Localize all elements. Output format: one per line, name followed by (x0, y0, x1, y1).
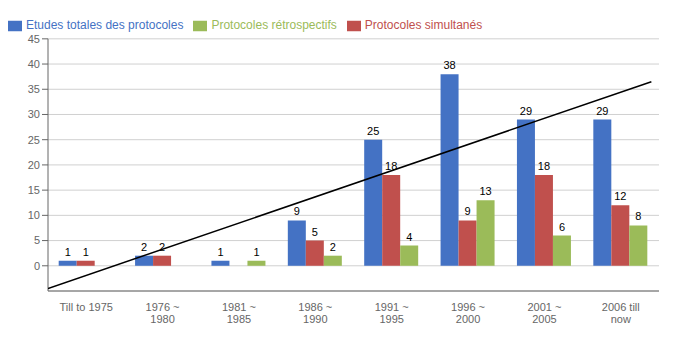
svg-text:10: 10 (28, 209, 40, 221)
svg-text:1996 ~2000: 1996 ~2000 (451, 301, 485, 326)
svg-text:18: 18 (538, 160, 550, 172)
svg-text:1986 ~1990: 1986 ~1990 (298, 301, 332, 326)
svg-text:25: 25 (367, 125, 379, 137)
svg-text:15: 15 (28, 184, 40, 196)
html-text:Protocoles simultanés: Protocoles simultanés (364, 18, 483, 32)
svg-text:1: 1 (83, 246, 89, 258)
svg-text:1976 ~1980: 1976 ~1980 (146, 301, 180, 326)
svg-text:20: 20 (28, 159, 40, 171)
svg-text:30: 30 (28, 108, 40, 120)
svg-text:12: 12 (614, 190, 626, 202)
svg-text:2001 ~2005: 2001 ~2005 (527, 301, 561, 326)
svg-text:2006 tillnow: 2006 tillnow (602, 301, 640, 326)
svg-text:9: 9 (294, 205, 300, 217)
svg-text:2: 2 (159, 241, 165, 253)
html-text:Etudes totales des protocoles: Etudes totales des protocoles (26, 18, 184, 32)
svg-text:13: 13 (479, 185, 491, 197)
svg-text:25: 25 (28, 134, 40, 146)
svg-text:0: 0 (34, 260, 40, 272)
svg-text:1: 1 (253, 246, 259, 258)
svg-text:2: 2 (141, 241, 147, 253)
svg-text:29: 29 (520, 105, 532, 117)
svg-text:1: 1 (217, 246, 223, 258)
svg-text:29: 29 (596, 105, 608, 117)
svg-text:1: 1 (65, 246, 71, 258)
svg-text:18: 18 (385, 160, 397, 172)
svg-text:40: 40 (28, 58, 40, 70)
svg-text:1991 ~1995: 1991 ~1995 (375, 301, 409, 326)
svg-text:5: 5 (34, 234, 40, 246)
svg-text:5: 5 (312, 226, 318, 238)
svg-text:9: 9 (465, 205, 471, 217)
svg-text:2: 2 (330, 241, 336, 253)
svg-text:35: 35 (28, 83, 40, 95)
svg-text:4: 4 (406, 231, 412, 243)
svg-text:8: 8 (635, 210, 641, 222)
svg-text:Till to 1975: Till to 1975 (59, 301, 112, 313)
svg-text:6: 6 (559, 221, 565, 233)
svg-text:38: 38 (443, 59, 455, 71)
svg-text:1981 ~1985: 1981 ~1985 (222, 301, 256, 326)
html-text:Protocoles rétrospectifs: Protocoles rétrospectifs (211, 18, 337, 32)
svg-text:45: 45 (28, 33, 40, 45)
